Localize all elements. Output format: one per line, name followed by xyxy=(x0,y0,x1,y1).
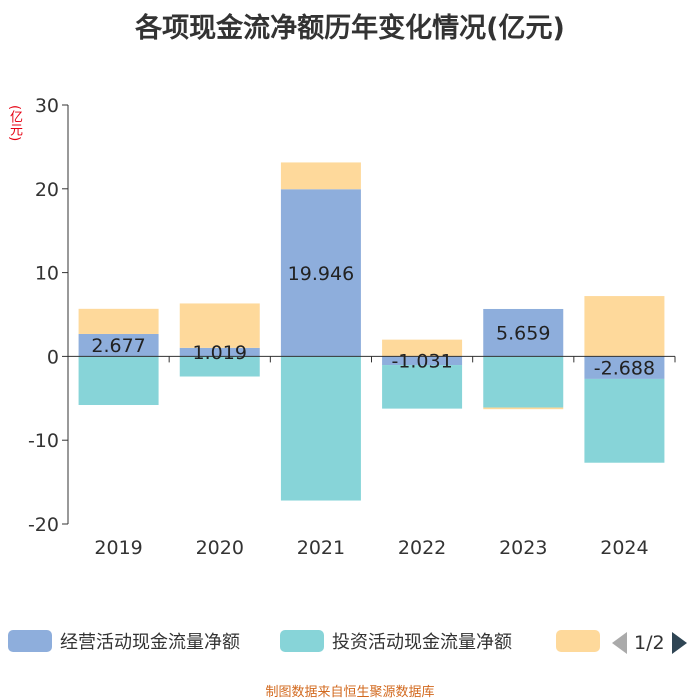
bar-investing-2024[interactable] xyxy=(584,378,665,463)
chevron-right-icon[interactable] xyxy=(671,632,687,654)
bar-operating-2022[interactable] xyxy=(382,356,463,366)
data-label-operating: 1.019 xyxy=(193,342,247,364)
legend-swatch-operating xyxy=(8,630,52,652)
y-tick-label: -20 xyxy=(28,514,59,536)
bar-financing-2023[interactable] xyxy=(483,407,564,410)
legend-page-indicator: 1/2 xyxy=(634,632,665,654)
legend: 经营活动现金流量净额 投资活动现金流量净额 xyxy=(0,626,700,660)
y-tick-label: 10 xyxy=(35,263,59,285)
bar-financing-2021[interactable] xyxy=(280,162,361,190)
bar-investing-2023[interactable] xyxy=(483,356,564,408)
y-axis-unit-label: (亿元) xyxy=(7,105,22,142)
bar-financing-2024[interactable] xyxy=(584,296,665,357)
y-tick-label: 20 xyxy=(35,179,59,201)
data-label-operating: 19.946 xyxy=(288,263,354,285)
bar-operating-2023[interactable] xyxy=(483,308,564,357)
bar-financing-2022[interactable] xyxy=(382,339,463,357)
x-tick-label: 2019 xyxy=(94,537,142,559)
x-tick-label: 2020 xyxy=(196,537,244,559)
legend-swatch-investing xyxy=(280,630,324,652)
legend-item-investing[interactable]: 投资活动现金流量净额 xyxy=(280,626,512,656)
legend-swatch-financing xyxy=(556,630,600,652)
data-label-operating: -2.688 xyxy=(594,358,655,380)
legend-pager: 1/2 xyxy=(612,630,687,656)
x-tick-label: 2024 xyxy=(600,537,648,559)
bar-investing-2019[interactable] xyxy=(78,356,159,406)
data-source-note: 制图数据来自恒生聚源数据库 xyxy=(265,685,435,700)
y-tick-label: 0 xyxy=(47,346,59,368)
y-tick-label: -10 xyxy=(28,430,59,452)
bar-chart: -20 -10 0 10 20 30 2.677 1.019 19.946 -1.031 5.659… xyxy=(28,95,676,559)
y-tick-label: 30 xyxy=(35,95,59,117)
bar-investing-2020[interactable] xyxy=(179,356,260,377)
data-label-operating: 2.677 xyxy=(91,335,145,357)
chart-title: 各项现金流净额历年变化情况(亿元) xyxy=(135,13,565,44)
bar-investing-2022[interactable] xyxy=(382,365,463,409)
x-tick-label: 2021 xyxy=(297,537,345,559)
bar-operating-2021[interactable] xyxy=(280,189,361,357)
legend-item-financing[interactable] xyxy=(556,626,608,656)
bar-operating-2019[interactable] xyxy=(78,333,159,357)
bar-operating-2024[interactable] xyxy=(584,356,665,379)
x-tick-label: 2022 xyxy=(398,537,446,559)
bar-financing-2019[interactable] xyxy=(78,308,159,334)
bar-operating-2020[interactable] xyxy=(179,347,260,357)
chevron-left-icon[interactable] xyxy=(612,632,627,654)
data-label-operating: 5.659 xyxy=(496,323,550,345)
legend-label-operating: 经营活动现金流量净额 xyxy=(60,632,240,653)
legend-label-investing: 投资活动现金流量净额 xyxy=(332,632,512,653)
x-tick-label: 2023 xyxy=(499,537,547,559)
bar-financing-2020[interactable] xyxy=(179,303,260,348)
legend-item-operating[interactable]: 经营活动现金流量净额 xyxy=(8,626,240,656)
data-label-operating: -1.031 xyxy=(391,351,452,373)
bar-investing-2021[interactable] xyxy=(280,356,361,501)
